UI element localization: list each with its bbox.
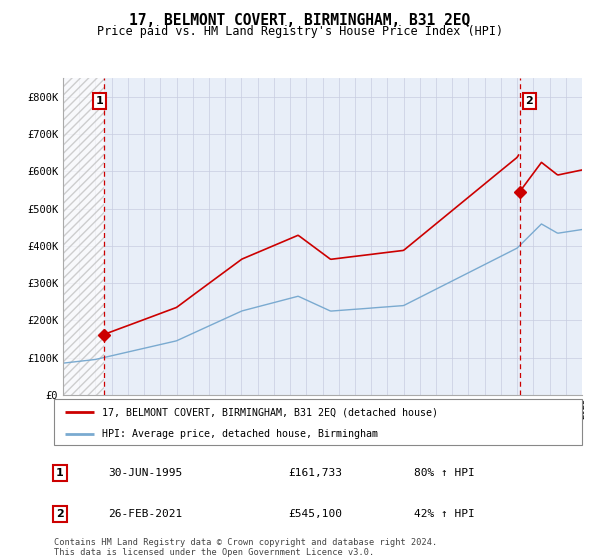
Text: 17, BELMONT COVERT, BIRMINGHAM, B31 2EQ (detached house): 17, BELMONT COVERT, BIRMINGHAM, B31 2EQ …: [101, 407, 437, 417]
Text: 1: 1: [95, 96, 103, 106]
Text: Contains HM Land Registry data © Crown copyright and database right 2024.
This d: Contains HM Land Registry data © Crown c…: [54, 538, 437, 557]
Text: 26-FEB-2021: 26-FEB-2021: [108, 509, 182, 519]
Text: £545,100: £545,100: [288, 509, 342, 519]
Text: 1: 1: [56, 468, 64, 478]
Text: 2: 2: [56, 509, 64, 519]
Text: 80% ↑ HPI: 80% ↑ HPI: [414, 468, 475, 478]
Text: 30-JUN-1995: 30-JUN-1995: [108, 468, 182, 478]
Text: 42% ↑ HPI: 42% ↑ HPI: [414, 509, 475, 519]
Text: 17, BELMONT COVERT, BIRMINGHAM, B31 2EQ: 17, BELMONT COVERT, BIRMINGHAM, B31 2EQ: [130, 13, 470, 29]
Text: Price paid vs. HM Land Registry's House Price Index (HPI): Price paid vs. HM Land Registry's House …: [97, 25, 503, 38]
FancyBboxPatch shape: [54, 399, 582, 445]
Text: HPI: Average price, detached house, Birmingham: HPI: Average price, detached house, Birm…: [101, 429, 377, 438]
Text: £161,733: £161,733: [288, 468, 342, 478]
Text: 2: 2: [526, 96, 533, 106]
